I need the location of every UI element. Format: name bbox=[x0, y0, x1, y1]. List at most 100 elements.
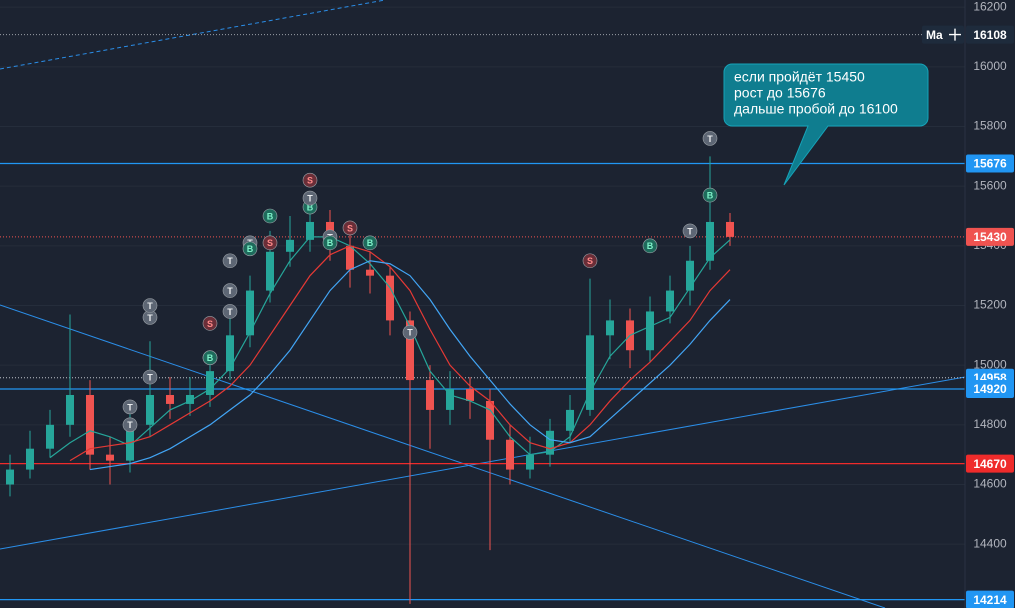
signal-marker bbox=[202, 316, 218, 331]
trendline bbox=[0, 0, 386, 70]
signal-marker bbox=[122, 417, 138, 433]
candle-body bbox=[546, 430, 554, 455]
signal-marker bbox=[702, 187, 718, 203]
signal-marker bbox=[302, 190, 318, 206]
candle-body bbox=[146, 394, 154, 425]
signal-label: B bbox=[327, 238, 334, 248]
y-tick-label: 15200 bbox=[973, 298, 1007, 312]
signal-label: S bbox=[587, 256, 593, 266]
signal-label: T bbox=[307, 193, 313, 203]
candle-body bbox=[186, 394, 194, 404]
signal-label: S bbox=[207, 319, 213, 329]
signal-marker bbox=[682, 223, 698, 239]
y-tick-label: 15800 bbox=[973, 119, 1007, 133]
signal-label: T bbox=[227, 307, 233, 317]
signal-label: T bbox=[227, 256, 233, 266]
signal-marker bbox=[302, 172, 318, 188]
candle-body bbox=[46, 424, 54, 449]
price-label-box bbox=[966, 154, 1014, 173]
signal-marker bbox=[342, 220, 358, 236]
signal-marker bbox=[202, 350, 218, 365]
plot: TTTTTTBSTTTTBBSBTSTBSBTSBTTB bbox=[6, 131, 734, 604]
signal-label: T bbox=[147, 301, 153, 311]
axis-background bbox=[965, 0, 1015, 608]
candle-body bbox=[66, 394, 74, 425]
price-label-box bbox=[966, 454, 1014, 473]
signal-label: S bbox=[347, 223, 353, 233]
candle-body bbox=[386, 275, 394, 321]
annotation-line: если пройдёт 15450 bbox=[734, 69, 865, 85]
candle-body bbox=[526, 454, 534, 470]
signal-marker bbox=[222, 283, 238, 298]
signal-marker bbox=[142, 369, 158, 385]
candle-body bbox=[566, 409, 574, 431]
candle-body bbox=[646, 311, 654, 351]
moving-average bbox=[89, 260, 731, 471]
candle-body bbox=[446, 389, 454, 410]
candle-body bbox=[366, 269, 374, 276]
candle-body bbox=[286, 239, 294, 252]
y-tick-label: 16200 bbox=[973, 0, 1007, 13]
trendline bbox=[0, 304, 886, 608]
signal-marker bbox=[262, 235, 278, 251]
signal-marker bbox=[362, 235, 378, 251]
candle-body bbox=[586, 335, 594, 410]
annotation-line: дальше пробой до 16100 bbox=[734, 101, 898, 117]
signal-label: S bbox=[267, 238, 273, 248]
y-tick-label: 14800 bbox=[973, 417, 1007, 431]
signal-marker bbox=[142, 298, 158, 313]
signal-label: T bbox=[407, 328, 413, 338]
y-tick-label: 14400 bbox=[973, 536, 1007, 550]
signal-label: T bbox=[127, 402, 133, 412]
candle-body bbox=[406, 320, 414, 381]
signal-marker bbox=[222, 304, 238, 319]
signal-label: T bbox=[147, 313, 153, 323]
price-label-box bbox=[966, 25, 1014, 44]
annotation-box bbox=[723, 63, 929, 186]
signal-label: B bbox=[367, 238, 374, 248]
signal-label: B bbox=[647, 241, 654, 251]
price-label: 14920 bbox=[973, 382, 1007, 396]
signal-label: B bbox=[307, 202, 314, 212]
price-label-box bbox=[966, 380, 1014, 399]
candle-body bbox=[306, 221, 314, 240]
candle-body bbox=[26, 448, 34, 470]
signal-marker bbox=[322, 235, 338, 251]
candle-body bbox=[726, 221, 734, 237]
y-tick-label: 16000 bbox=[973, 59, 1007, 73]
candle-body bbox=[486, 400, 494, 440]
signal-label: B bbox=[707, 190, 714, 200]
moving-average bbox=[49, 236, 731, 459]
candle-body bbox=[246, 290, 254, 336]
price-axis: 1440014600148001500015200154001560015800… bbox=[964, 0, 1015, 608]
candle-body bbox=[346, 245, 354, 270]
candle-body bbox=[86, 394, 94, 455]
y-tick-label: 15600 bbox=[973, 178, 1007, 192]
candle-body bbox=[106, 454, 114, 461]
signal-label: B bbox=[247, 244, 254, 254]
candle-body bbox=[226, 335, 234, 372]
price-label-box bbox=[966, 590, 1014, 608]
candle-body bbox=[686, 260, 694, 291]
annotation: если пройдёт 15450 рост до 15676 дальше … bbox=[723, 63, 929, 186]
y-tick-label: 15000 bbox=[973, 357, 1007, 371]
moving-average bbox=[69, 245, 731, 462]
signal-marker bbox=[402, 325, 418, 340]
price-label: 15676 bbox=[973, 157, 1007, 171]
price-label: 14670 bbox=[973, 457, 1007, 471]
signal-label: T bbox=[147, 372, 153, 382]
signal-marker bbox=[122, 399, 138, 415]
price-label: 14214 bbox=[973, 593, 1007, 607]
signal-marker bbox=[222, 253, 238, 269]
signal-label: B bbox=[267, 211, 274, 221]
grid bbox=[0, 6, 965, 545]
signal-label: T bbox=[687, 226, 693, 236]
price-label-box bbox=[966, 227, 1014, 246]
candle-body bbox=[6, 469, 14, 485]
signal-marker bbox=[642, 238, 658, 254]
price-label: 15430 bbox=[973, 230, 1007, 244]
price-label: 16108 bbox=[973, 28, 1007, 42]
